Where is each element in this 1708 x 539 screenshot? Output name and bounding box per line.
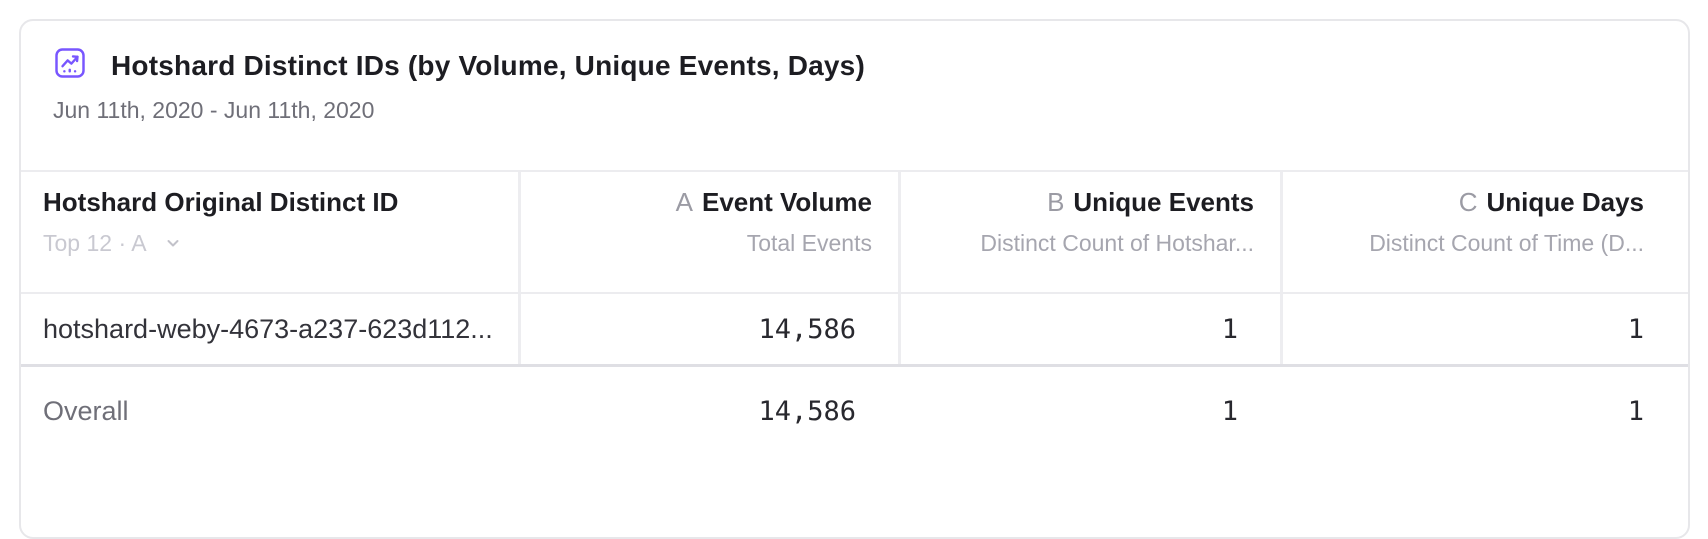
cell-overall-unique-events: 1 (1221, 395, 1238, 427)
overall-row: Overall 14,586 1 1 (21, 367, 1688, 455)
column-header-distinct-id[interactable]: Hotshard Original Distinct ID Top 12 · A (21, 172, 518, 292)
column-label: Event Volume (701, 187, 872, 217)
column-sublabel: Distinct Count of Hotshar... (980, 230, 1254, 256)
series-letter-a: A (675, 187, 693, 217)
report-card: Hotshard Distinct IDs (by Volume, Unique… (19, 19, 1690, 539)
report-date-range: Jun 11th, 2020 - Jun 11th, 2020 (53, 97, 375, 123)
cell-event-volume: 14,586 (518, 294, 898, 364)
series-letter-b: B (1047, 187, 1065, 217)
column-sublabel: Distinct Count of Time (D... (1369, 230, 1644, 256)
report-title: Hotshard Distinct IDs (by Volume, Unique… (111, 49, 865, 81)
cell-overall-label: Overall (43, 395, 129, 426)
cell-unique-days: 1 (1280, 294, 1688, 364)
cell-overall-unique-days: 1 (1627, 395, 1644, 427)
cell-distinct-id: hotshard-weby-4673-a237-623d112... (43, 313, 493, 344)
column-header-unique-days[interactable]: C Unique Days Distinct Count of Time (D..… (1280, 172, 1688, 292)
table-row[interactable]: hotshard-weby-4673-a237-623d112... 14,58… (21, 294, 1688, 367)
report-header: Hotshard Distinct IDs (by Volume, Unique… (21, 48, 1688, 172)
insights-line-chart-icon (55, 48, 85, 83)
column-header-event-volume[interactable]: A Event Volume Total Events (518, 172, 898, 292)
table-header-row: Hotshard Original Distinct ID Top 12 · A… (21, 172, 1688, 294)
cell-overall-event-volume: 14,586 (758, 395, 856, 427)
chevron-down-icon (157, 232, 183, 258)
series-letter-c: C (1458, 187, 1478, 217)
column-sublabel: Total Events (746, 230, 872, 256)
column-label: Unique Events (1073, 187, 1254, 217)
column-header-unique-events[interactable]: B Unique Events Distinct Count of Hotshar… (898, 172, 1280, 292)
column-label: Hotshard Original Distinct ID (43, 187, 399, 217)
column-label: Unique Days (1486, 187, 1645, 217)
cell-unique-events: 1 (898, 294, 1280, 364)
top-filter-dropdown[interactable]: Top 12 · A (43, 230, 518, 259)
